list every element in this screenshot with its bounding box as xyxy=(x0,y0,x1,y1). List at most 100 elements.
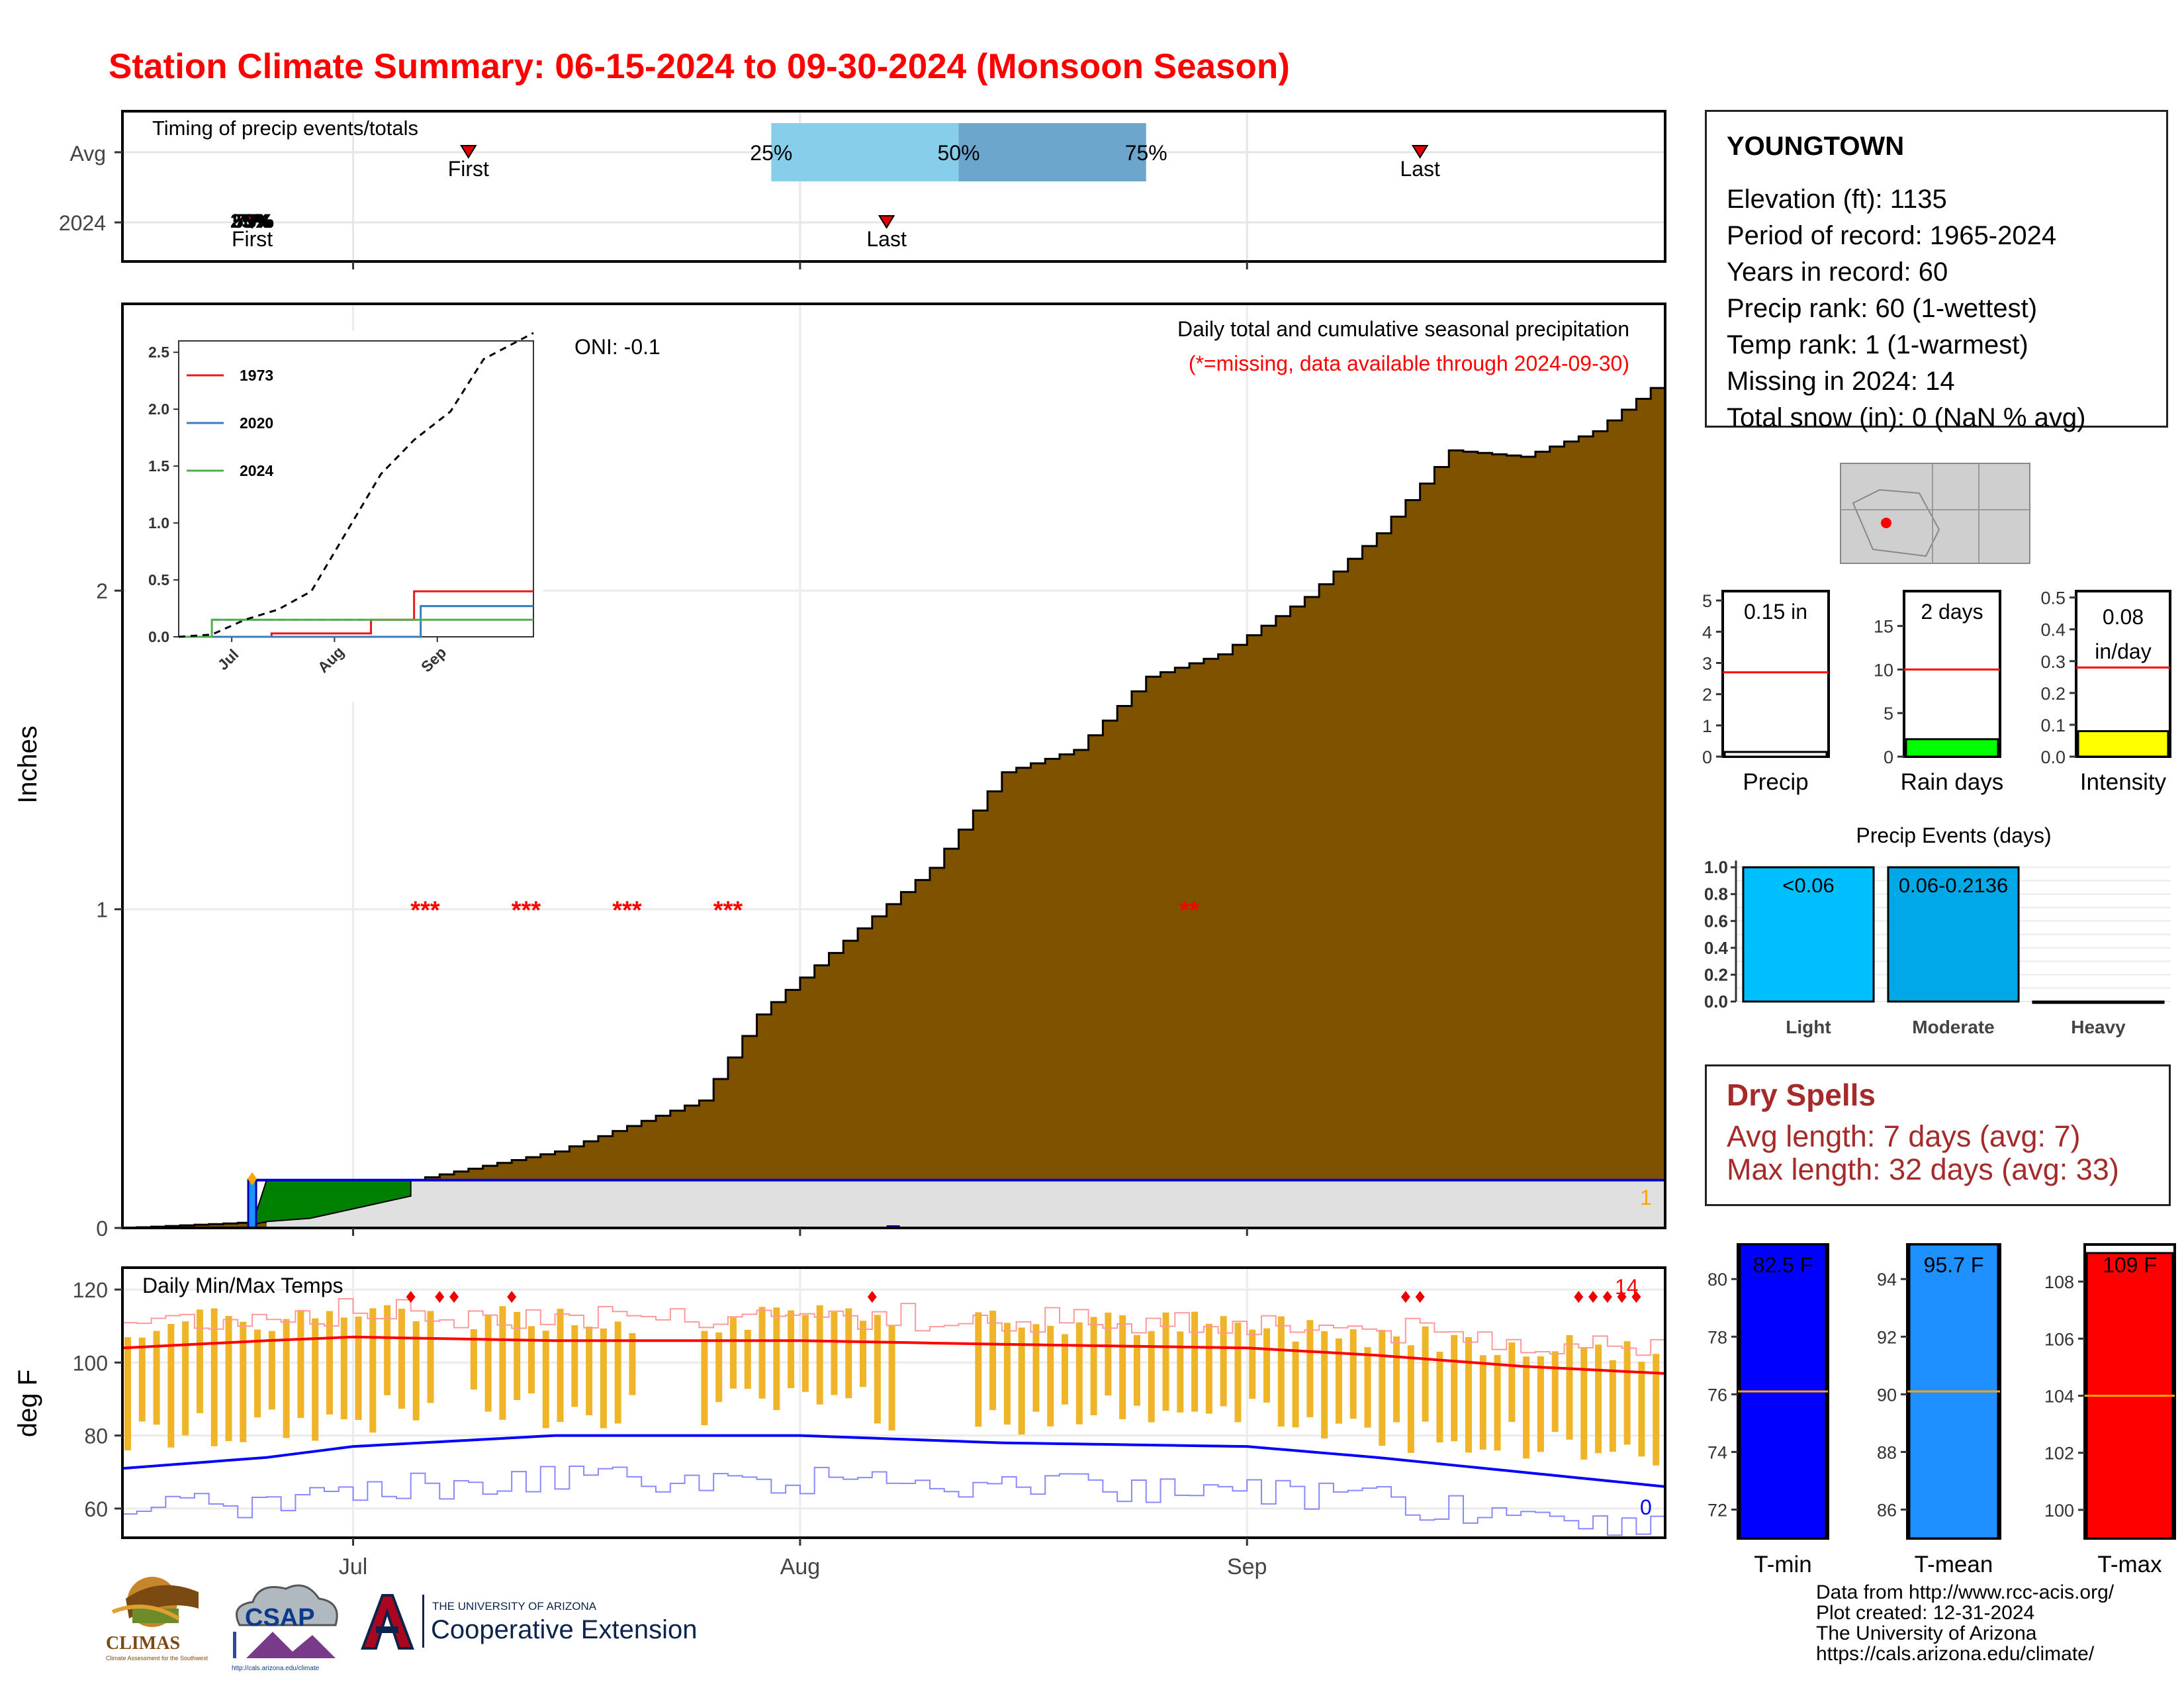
temps-xtick-label: Sep xyxy=(1227,1554,1267,1579)
record-high-marker xyxy=(406,1291,416,1303)
summary-bar-ytick-label: 76 xyxy=(1707,1385,1727,1405)
temp-summary-bars: 72 74 76 78 80 82.5 F T-min 86 88 90 92 94 95.7 F T-m… xyxy=(1707,1243,2176,1577)
station-name: YOUNGTOWN xyxy=(1727,132,1905,161)
events-ytick-label: 1.0 xyxy=(1704,857,1728,877)
temp-range-bar xyxy=(1148,1331,1155,1423)
precip-2024-event-marker xyxy=(248,1172,257,1186)
2024-first-label: First xyxy=(232,227,273,251)
temp-range-bar xyxy=(210,1308,218,1446)
temp-range-bar xyxy=(571,1325,578,1407)
summary-bar-ytick-label: 0.2 xyxy=(2040,684,2066,704)
ua-small-text: THE UNIVERSITY OF ARIZONA xyxy=(432,1600,597,1613)
timeline-frame xyxy=(121,110,1666,263)
summary-bar-ytick-label: 0 xyxy=(1702,747,1712,767)
temp-range-bar xyxy=(1292,1341,1299,1428)
temp-range-bar xyxy=(254,1329,261,1418)
summary-bar-ytick-label: 100 xyxy=(2044,1501,2074,1521)
temp-range-bar xyxy=(1465,1336,1473,1453)
temp-range-bar xyxy=(1638,1362,1645,1457)
inset-ytick-label: 1.0 xyxy=(148,514,169,532)
station-period: Period of record: 1965-2024 xyxy=(1727,221,2057,250)
temp-range-bar xyxy=(729,1317,737,1389)
temp-range-bar xyxy=(138,1337,146,1422)
inset-ytick-label: 0.0 xyxy=(148,628,169,645)
temps-panel: 14 0 Daily Min/Max Temps 60 80 100 120 Jul Aug Se… xyxy=(13,1266,1666,1579)
temp-range-bar xyxy=(1321,1331,1328,1438)
summary-bars: 0 1 2 3 4 5 0.15 in Precip 0 5 10 15 2 days Rain days… xyxy=(1702,588,2171,795)
temps-ytick-label: 60 xyxy=(84,1497,108,1521)
temp-range-bar xyxy=(470,1329,477,1390)
avg-last-label: Last xyxy=(1400,157,1440,181)
avg-first-marker xyxy=(460,145,477,159)
summary-bar-ytick-label: 102 xyxy=(2044,1444,2074,1464)
record-high-marker xyxy=(1602,1291,1612,1303)
summary-bar-value-label: in/day xyxy=(2095,639,2151,663)
summary-bar-ytick-label: 0.3 xyxy=(2040,652,2066,672)
summary-bar-ytick-label: 2 xyxy=(1702,685,1712,705)
inset-series-line xyxy=(179,605,533,638)
temps-ytick-label: 100 xyxy=(73,1351,108,1375)
temp-range-bar xyxy=(1047,1325,1054,1427)
summary-bar-frame xyxy=(1721,590,1830,758)
record-high-marker xyxy=(1617,1291,1627,1303)
summary-bar-frame xyxy=(1903,590,2001,758)
temp-range-bar xyxy=(1623,1341,1631,1445)
temp-range-bar xyxy=(788,1310,795,1389)
temp-range-bar xyxy=(744,1329,751,1389)
summary-bar-ytick-label: 104 xyxy=(2044,1386,2074,1406)
temp-range-bar xyxy=(1609,1360,1616,1452)
credits: Data from http://www.rcc-acis.org/ Plot … xyxy=(1816,1582,2114,1664)
temp-range-bar xyxy=(1234,1323,1242,1423)
timeline-title: Timing of precip events/totals xyxy=(152,117,418,140)
record-high-marker xyxy=(1631,1291,1641,1303)
temp-range-bar xyxy=(297,1309,304,1418)
dry-spells-box: Dry Spells Avg length: 7 days (avg: 7) M… xyxy=(1705,1064,2171,1206)
temp-range-bar xyxy=(326,1311,333,1415)
summary-bar-ytick-label: 5 xyxy=(1884,704,1893,724)
record-max-line xyxy=(122,1298,1665,1356)
temp-range-bar xyxy=(312,1318,319,1441)
temps-title: Daily Min/Max Temps xyxy=(142,1274,343,1297)
record-high-marker xyxy=(435,1291,445,1303)
temp-range-bar xyxy=(1263,1328,1271,1403)
temp-range-bar xyxy=(773,1307,780,1411)
summary-bar-ytick-label: 3 xyxy=(1702,653,1712,673)
temp-range-bar xyxy=(1335,1338,1342,1424)
summary-bar-value-label: 0.15 in xyxy=(1744,600,1807,624)
temp-range-bar xyxy=(1220,1316,1227,1407)
ua-a-logo xyxy=(361,1594,414,1650)
temp-range-bar xyxy=(801,1315,809,1392)
summary-bar-ytick-label: 108 xyxy=(2044,1272,2074,1292)
temp-range-bar xyxy=(1133,1335,1140,1406)
temp-range-bar xyxy=(1551,1351,1559,1432)
quartile-label-50: 50% xyxy=(938,141,980,165)
temp-range-bar xyxy=(600,1328,607,1429)
summary-bar-ytick-label: 94 xyxy=(1877,1270,1897,1289)
temp-range-bar xyxy=(225,1315,232,1442)
summary-bar-title: Precip xyxy=(1743,769,1808,795)
2024-first-marker xyxy=(244,215,261,229)
station-info-box: YOUNGTOWN Elevation (ft): 1135 Period of… xyxy=(1705,110,2168,432)
avg-first-label: First xyxy=(448,157,489,181)
record-high-marker xyxy=(867,1291,877,1303)
temp-range-bar xyxy=(268,1331,275,1410)
summary-bar-ytick-label: 88 xyxy=(1877,1442,1897,1462)
station-precip-rank: Precip rank: 60 (1-wettest) xyxy=(1727,294,2038,323)
temp-range-bar xyxy=(1393,1336,1400,1423)
summary-bar-value xyxy=(2077,730,2169,758)
temp-range-bar xyxy=(398,1308,405,1409)
summary-bar-ytick-label: 0.0 xyxy=(2040,747,2066,767)
temp-range-bar xyxy=(240,1321,247,1442)
temp-range-bar xyxy=(1364,1347,1371,1428)
temp-range-bar xyxy=(1537,1356,1544,1452)
temps-xtick-label: Aug xyxy=(780,1554,821,1579)
temp-range-bar xyxy=(484,1315,492,1412)
climas-logo-sub: Climate Assessment for the Southwest xyxy=(106,1655,208,1662)
missing-marker: *** xyxy=(512,897,541,925)
csap-logo-text: CSAP xyxy=(245,1604,315,1632)
event-bar-label: <0.06 xyxy=(1782,874,1834,897)
events-ytick-label: 0.4 xyxy=(1704,938,1729,958)
temp-range-bar xyxy=(1032,1324,1040,1412)
